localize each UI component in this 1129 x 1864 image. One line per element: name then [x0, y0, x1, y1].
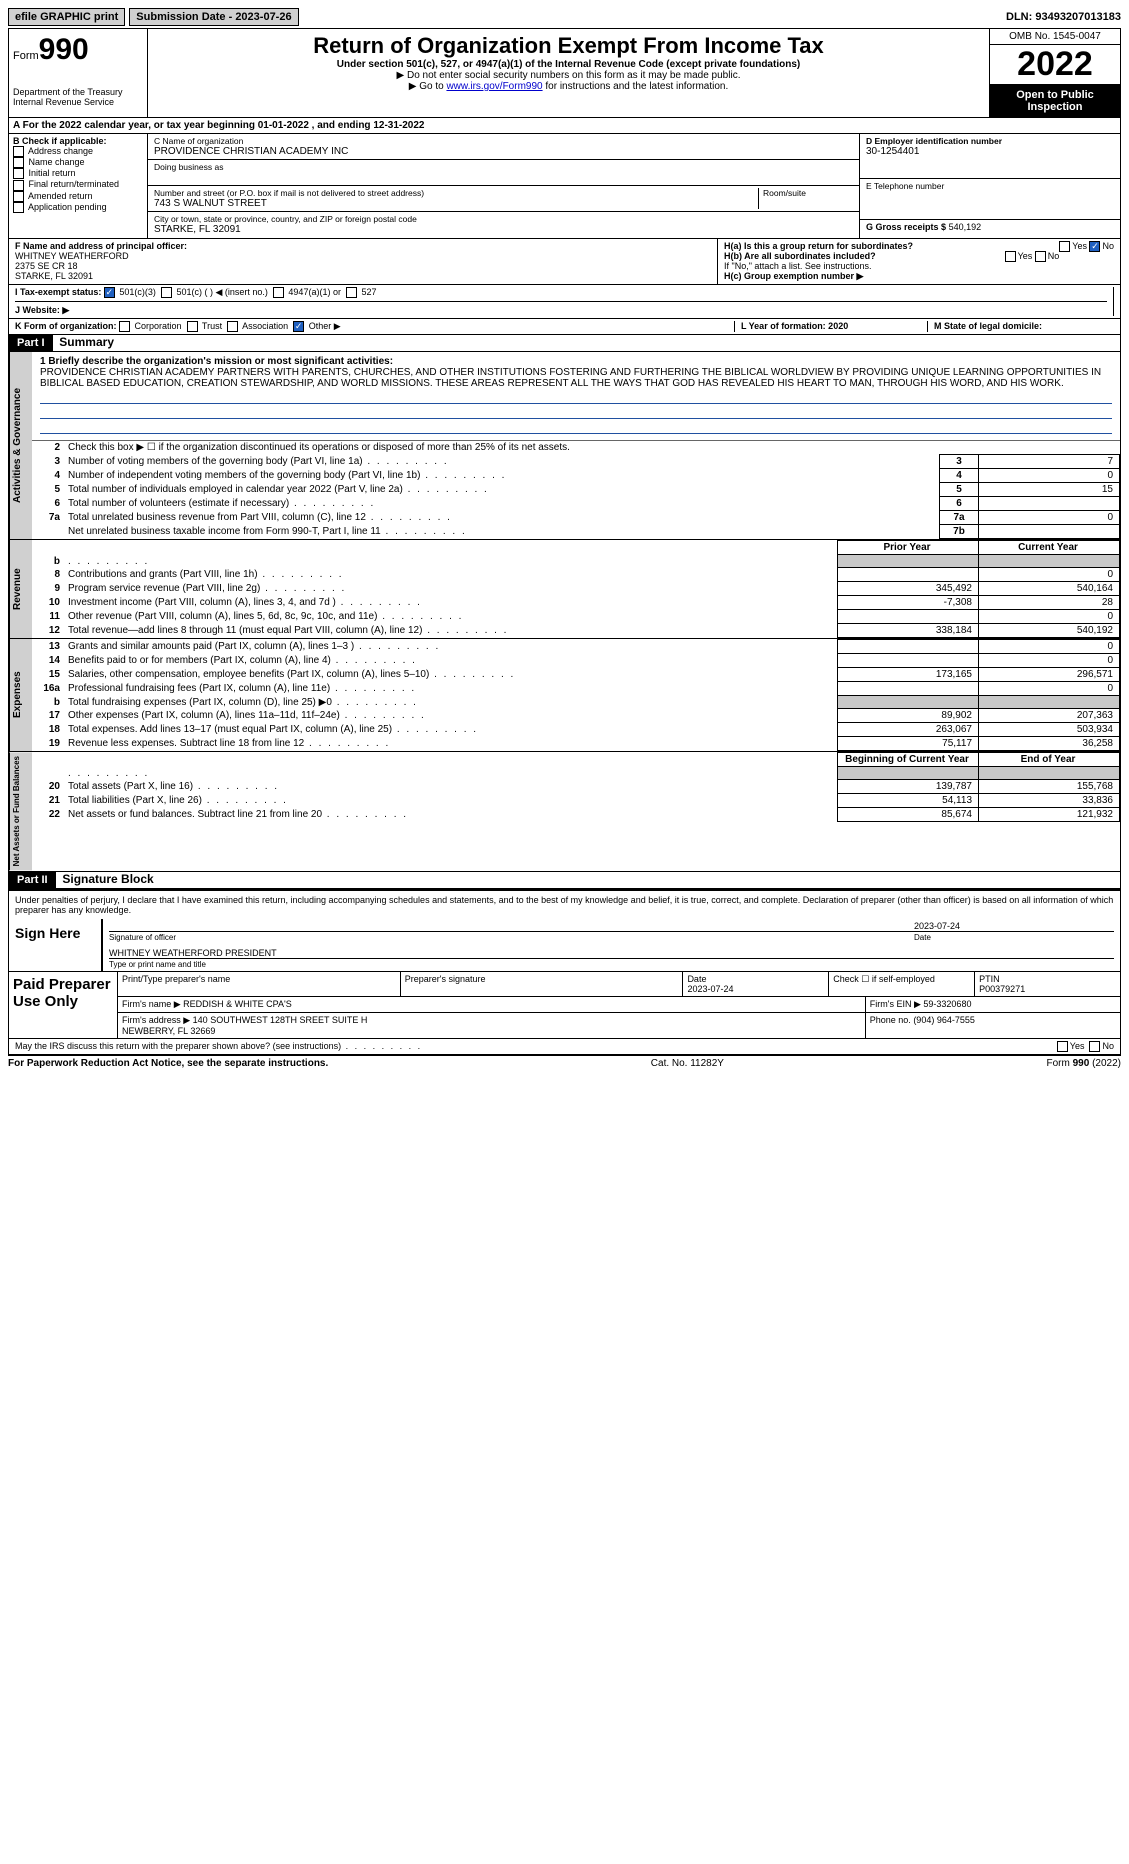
discuss-row: May the IRS discuss this return with the…	[8, 1039, 1121, 1055]
k-corp[interactable]	[119, 321, 130, 332]
section-a: A For the 2022 calendar year, or tax yea…	[8, 118, 1121, 134]
i-501c[interactable]	[161, 287, 172, 298]
hb-yes[interactable]	[1005, 251, 1016, 262]
omb-number: OMB No. 1545-0047	[990, 29, 1120, 45]
org-address: 743 S WALNUT STREET	[154, 198, 758, 209]
firm-phone: (904) 964-7555	[913, 1015, 975, 1025]
part1-header-row: Part I Summary	[8, 335, 1121, 352]
hb-no[interactable]	[1035, 251, 1046, 262]
tax-year: 2022	[990, 45, 1120, 85]
checkbox-address[interactable]	[13, 146, 24, 157]
checkbox-initial[interactable]	[13, 168, 24, 179]
org-city: STARKE, FL 32091	[154, 224, 853, 235]
gov-table: 2Check this box ▶ ☐ if the organization …	[32, 441, 1120, 454]
discuss-yes[interactable]	[1057, 1041, 1068, 1052]
org-name: PROVIDENCE CHRISTIAN ACADEMY INC	[154, 146, 853, 157]
part1-expenses: Expenses 13Grants and similar amounts pa…	[8, 639, 1121, 752]
prep-date: 2023-07-24	[687, 984, 733, 994]
officer-printed: WHITNEY WEATHERFORD PRESIDENT	[109, 948, 1114, 958]
section-b: B Check if applicable: Address change Na…	[9, 134, 148, 238]
form-title: Return of Organization Exempt From Incom…	[152, 33, 985, 59]
part1-badge: Part I	[9, 335, 53, 351]
section-klm: K Form of organization: Corporation Trus…	[8, 319, 1121, 335]
note-ssn: ▶ Do not enter social security numbers o…	[152, 70, 985, 81]
ein: 30-1254401	[866, 146, 1114, 157]
submission-date: Submission Date - 2023-07-26	[129, 8, 298, 26]
k-assoc[interactable]	[227, 321, 238, 332]
sig-date: 2023-07-24	[914, 921, 1114, 931]
section-c: C Name of organization PROVIDENCE CHRIST…	[148, 134, 859, 238]
year-formation: L Year of formation: 2020	[741, 321, 848, 331]
part1-netassets: Net Assets or Fund Balances Beginning of…	[8, 752, 1121, 871]
signature-block: Under penalties of perjury, I declare th…	[8, 889, 1121, 972]
dln: DLN: 93493207013183	[1006, 11, 1121, 23]
ha-no[interactable]	[1089, 241, 1100, 252]
note-link: ▶ Go to www.irs.gov/Form990 for instruct…	[152, 81, 985, 92]
k-trust[interactable]	[187, 321, 198, 332]
part2-badge: Part II	[9, 872, 56, 888]
firm-name: REDDISH & WHITE CPA'S	[183, 999, 292, 1009]
irs-link[interactable]: www.irs.gov/Form990	[446, 81, 542, 92]
checkbox-pending[interactable]	[13, 202, 24, 213]
firm-ein: 59-3320680	[923, 999, 971, 1009]
open-inspection: Open to Public Inspection	[990, 85, 1120, 117]
form-header: Form990 Department of the Treasury Inter…	[8, 28, 1121, 118]
form-subtitle: Under section 501(c), 527, or 4947(a)(1)…	[152, 59, 985, 70]
part2-header-row: Part II Signature Block	[8, 872, 1121, 889]
checkbox-name[interactable]	[13, 157, 24, 168]
ha-yes[interactable]	[1059, 241, 1070, 252]
checkbox-amended[interactable]	[13, 191, 24, 202]
discuss-no[interactable]	[1089, 1041, 1100, 1052]
i-527[interactable]	[346, 287, 357, 298]
page-footer: For Paperwork Reduction Act Notice, see …	[8, 1055, 1121, 1071]
mission-text: PROVIDENCE CHRISTIAN ACADEMY PARTNERS WI…	[40, 367, 1101, 389]
section-d: D Employer identification number 30-1254…	[859, 134, 1120, 238]
efile-button[interactable]: efile GRAPHIC print	[8, 8, 125, 26]
form-number: Form990	[13, 33, 143, 67]
officer-name: WHITNEY WEATHERFORD	[15, 251, 129, 261]
dept-label: Department of the Treasury Internal Reve…	[13, 87, 143, 107]
section-ij: I Tax-exempt status: 501(c)(3) 501(c) ( …	[8, 285, 1121, 319]
i-501c3[interactable]	[104, 287, 115, 298]
gross-receipts: 540,192	[949, 222, 982, 232]
part1-governance: Activities & Governance 1 Briefly descri…	[8, 352, 1121, 540]
topbar: efile GRAPHIC print Submission Date - 20…	[8, 8, 1121, 26]
checkbox-final[interactable]	[13, 180, 24, 191]
ptin: P00379271	[979, 984, 1025, 994]
k-other[interactable]	[293, 321, 304, 332]
preparer-block: Paid Preparer Use Only Print/Type prepar…	[8, 972, 1121, 1039]
info-grid: B Check if applicable: Address change Na…	[8, 134, 1121, 239]
section-fh: F Name and address of principal officer:…	[8, 239, 1121, 285]
i-4947[interactable]	[273, 287, 284, 298]
part1-revenue: Revenue Prior YearCurrent Yearb8Contribu…	[8, 540, 1121, 639]
